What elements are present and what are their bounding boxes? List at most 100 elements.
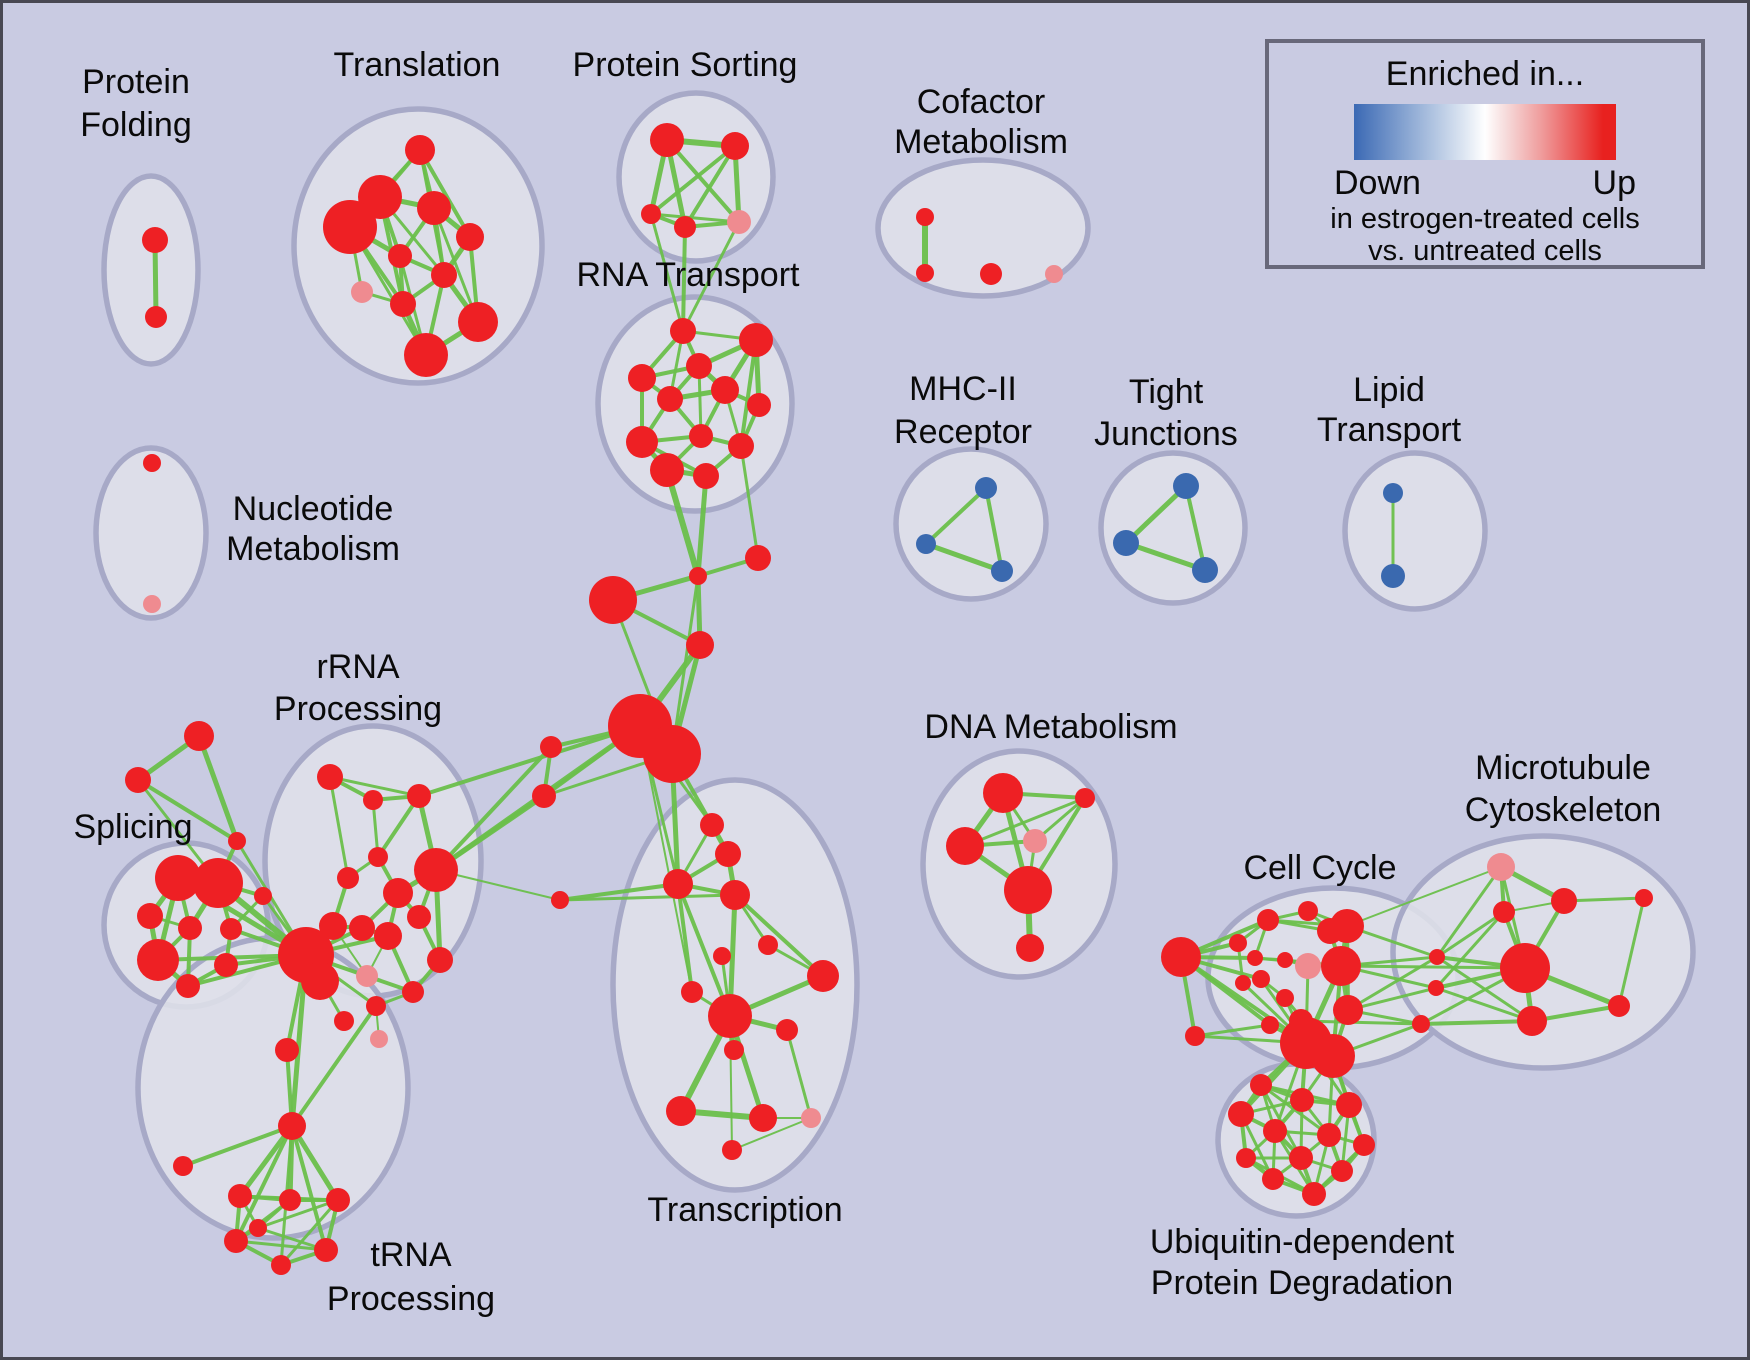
node	[1004, 866, 1052, 914]
node	[686, 353, 712, 379]
node	[1635, 889, 1653, 907]
edge	[196, 733, 240, 844]
node	[728, 433, 754, 459]
node	[628, 364, 656, 392]
node	[1016, 934, 1044, 962]
edge	[924, 486, 988, 546]
edge	[1259, 1083, 1331, 1137]
node	[351, 281, 373, 303]
cluster-label-rrna-processing-line0: rRNA	[316, 648, 399, 686]
node	[1173, 473, 1199, 499]
legend-caption-line2: vs. untreated cells	[1368, 235, 1602, 268]
cluster-label-lipid-transport-line0: Lipid	[1353, 371, 1425, 409]
node	[1229, 934, 1247, 952]
node	[279, 1189, 301, 1211]
edge	[649, 144, 737, 216]
node	[1353, 1134, 1375, 1156]
edge	[234, 1239, 328, 1252]
node	[275, 1038, 299, 1062]
edge	[256, 1198, 340, 1230]
node	[1192, 557, 1218, 583]
edge	[418, 148, 472, 239]
node	[1381, 564, 1405, 588]
node	[254, 887, 272, 905]
cluster-label-ubiquitin-degradation-line1: Protein Degradation	[1151, 1264, 1453, 1302]
node	[155, 855, 201, 901]
node	[739, 323, 773, 357]
node	[991, 560, 1013, 582]
node	[278, 1112, 306, 1140]
node	[681, 981, 703, 1003]
node	[980, 263, 1002, 285]
node	[228, 1184, 252, 1208]
node	[370, 1030, 388, 1048]
edge	[729, 1015, 733, 1151]
node	[1608, 995, 1630, 1017]
edge	[1299, 1019, 1423, 1026]
edge	[1562, 896, 1646, 903]
edge	[1123, 540, 1208, 573]
node	[801, 1108, 821, 1128]
node	[407, 905, 431, 929]
cluster-label-lipid-transport-line1: Transport	[1317, 411, 1462, 449]
node	[427, 947, 453, 973]
node	[1045, 265, 1063, 283]
node	[650, 453, 684, 487]
legend-up-label: Up	[1592, 164, 1636, 202]
edge	[1435, 910, 1506, 959]
node	[1277, 952, 1293, 968]
node	[220, 918, 242, 940]
node	[713, 947, 731, 965]
node	[626, 426, 658, 458]
cluster-ellipse-nucleotide-metabolism	[93, 445, 209, 621]
cluster-label-nucleotide-metabolism-line1: Metabolism	[226, 530, 400, 568]
node	[349, 915, 375, 941]
nodes-layer	[125, 123, 1653, 1275]
edge	[1184, 484, 1207, 572]
node	[1236, 1148, 1256, 1168]
node	[1336, 1092, 1362, 1118]
node	[700, 813, 724, 837]
node	[724, 1040, 744, 1060]
node	[405, 135, 435, 165]
node	[414, 848, 458, 892]
edge	[681, 220, 741, 333]
node	[383, 878, 413, 908]
edge	[136, 778, 239, 843]
edge	[1617, 896, 1646, 1008]
node	[1428, 980, 1444, 996]
node	[916, 264, 934, 282]
legend-caption-line1: in estrogen-treated cells	[1330, 203, 1640, 235]
node	[686, 631, 714, 659]
node	[1321, 946, 1361, 986]
cluster-label-trna-processing-line0: tRNA	[370, 1236, 452, 1274]
node	[916, 208, 934, 226]
network-canvas: Protein Folding Translation Protein Sorting…	[73, 46, 1696, 1318]
edge	[670, 574, 700, 756]
edge	[1346, 986, 1438, 1012]
node	[689, 424, 713, 448]
node	[193, 858, 243, 908]
cluster-label-translation-line0: Translation	[334, 46, 501, 84]
edge	[1123, 483, 1189, 546]
node	[1235, 975, 1251, 991]
node	[715, 841, 741, 867]
cluster-label-tight-junctions-line0: Tight	[1129, 373, 1204, 411]
node	[326, 1188, 350, 1212]
node	[916, 534, 936, 554]
cluster-label-mhc-ii-receptor-line1: Receptor	[894, 413, 1032, 451]
node	[749, 1104, 777, 1132]
node	[722, 1140, 742, 1160]
node	[1298, 901, 1318, 921]
node	[643, 725, 701, 783]
node	[228, 832, 246, 850]
node	[374, 922, 402, 950]
node	[1075, 788, 1095, 808]
node	[184, 721, 214, 751]
edge	[558, 893, 737, 902]
edge	[664, 467, 701, 579]
node	[390, 291, 416, 317]
cluster-label-tight-junctions-line1: Junctions	[1094, 415, 1238, 453]
edge	[649, 212, 685, 333]
